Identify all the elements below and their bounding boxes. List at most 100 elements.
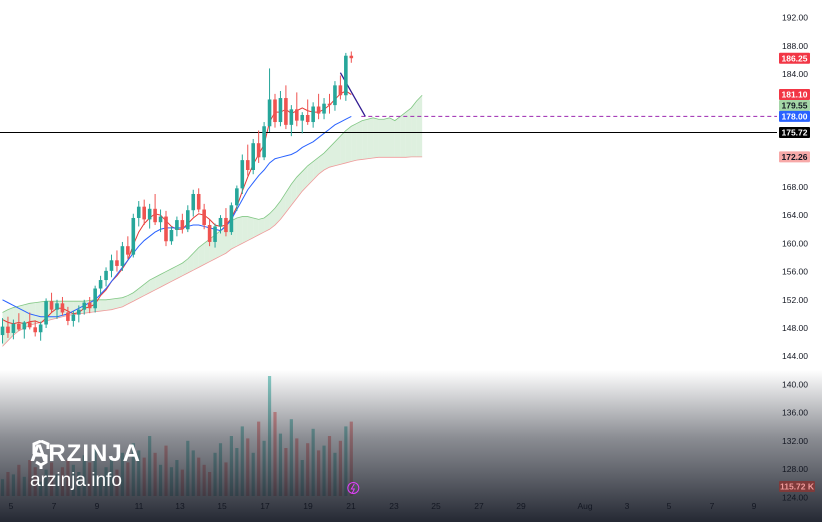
leading-span-a <box>2 94 423 313</box>
price-tag: 178.00 <box>779 110 810 122</box>
cloud-segment <box>242 216 248 244</box>
cloud-segment <box>35 301 41 324</box>
cloud-segment <box>351 123 357 162</box>
candle-body <box>180 220 185 230</box>
price-tag-label: 181.10 <box>782 90 808 100</box>
candle-body <box>349 55 354 59</box>
candle-body <box>316 106 321 114</box>
cloud-segment <box>29 302 36 326</box>
cloud-segment <box>253 217 259 238</box>
candle-body <box>218 217 223 227</box>
candle-body <box>202 209 206 226</box>
cloud-segment <box>329 141 335 168</box>
price-tag: 179.55 <box>779 99 810 111</box>
candle-body <box>158 216 163 223</box>
candle-body <box>0 326 5 336</box>
price-tag-bg <box>779 151 810 163</box>
candle-body <box>196 193 201 210</box>
cloud-segment <box>416 95 423 157</box>
cloud-segment <box>122 295 128 307</box>
cloud-segment <box>296 171 303 199</box>
cloud-segment <box>166 268 172 285</box>
x-tick-label: 9 <box>95 501 100 511</box>
candle-body <box>284 98 288 125</box>
candle-body <box>164 216 168 242</box>
x-tick-label: 5 <box>667 501 672 511</box>
cloud-segment <box>149 277 156 293</box>
cloud-segment <box>111 298 117 310</box>
x-tick-label: 29 <box>516 501 526 511</box>
cloud-segment <box>384 117 390 158</box>
price-tag-label: 179.55 <box>782 101 808 111</box>
candle-body <box>256 143 261 158</box>
cloud-segment <box>144 280 150 296</box>
cloud-segment <box>116 297 123 309</box>
candle-body <box>82 302 87 310</box>
candle-body <box>71 314 76 321</box>
candle-body <box>109 260 114 271</box>
candle-body <box>17 323 21 330</box>
y-tick-label: 148.00 <box>782 323 808 333</box>
indicator-lines <box>0 72 777 325</box>
cloud-segment <box>100 299 107 312</box>
price-tag-label: 172.26 <box>782 152 808 162</box>
volume-tag: 115.72 K <box>779 481 815 492</box>
cloud-segment <box>378 119 384 158</box>
y-tick-label: 184.00 <box>782 69 808 79</box>
candle-body <box>175 220 179 230</box>
cloud-segment <box>275 201 281 226</box>
price-tag-bg <box>779 126 810 138</box>
price-tag-bg <box>779 89 810 101</box>
candle-body <box>60 303 65 313</box>
cloud-segment <box>236 216 243 247</box>
cloud-segment <box>198 243 205 268</box>
cloud-segment <box>345 126 352 163</box>
y-tick-label: 132.00 <box>782 436 808 446</box>
candle-body <box>6 326 10 333</box>
candle-body <box>213 226 217 242</box>
candle-body <box>77 309 81 315</box>
candle-body <box>327 103 332 106</box>
candle-body <box>120 246 125 266</box>
candle-body <box>229 205 234 233</box>
candle-body <box>191 193 196 211</box>
cloud-segment <box>302 165 308 192</box>
x-tick-label: Aug <box>577 501 592 511</box>
candle-body <box>267 99 272 127</box>
candle-body <box>38 324 43 333</box>
candle-body <box>93 288 97 309</box>
candle-body <box>11 323 16 333</box>
cloud-segment <box>155 274 161 290</box>
cloud-segment <box>389 117 395 158</box>
candle-body <box>311 106 315 123</box>
cloud-segment <box>362 119 368 160</box>
candle-body <box>27 322 32 328</box>
price-tag-label: 186.25 <box>782 53 808 63</box>
y-tick-label: 160.00 <box>782 238 808 248</box>
candle-body <box>115 260 119 266</box>
cloud-segment <box>133 288 139 302</box>
volume-tag-bg <box>779 481 815 492</box>
cloud-segment <box>2 309 8 347</box>
y-tick-label: 152.00 <box>782 295 808 305</box>
cloud-segment <box>394 116 401 158</box>
candle-body <box>142 206 146 220</box>
candle-body <box>33 327 37 333</box>
candle-body <box>289 109 294 125</box>
candle-body <box>235 188 239 206</box>
cloud-segment <box>176 263 183 279</box>
x-tick-label: 13 <box>175 501 185 511</box>
cloud-segment <box>264 213 270 233</box>
cloud-segment <box>220 225 226 257</box>
candle-body <box>136 206 141 218</box>
candle-body <box>333 85 337 106</box>
price-tag-bg <box>779 110 810 122</box>
brand-url: arzinja.info <box>30 470 122 491</box>
candle-body <box>169 229 174 242</box>
cloud-segment <box>356 120 363 161</box>
cloud-segment <box>411 100 417 157</box>
candle-body <box>126 246 130 255</box>
y-tick-label: 164.00 <box>782 210 808 220</box>
